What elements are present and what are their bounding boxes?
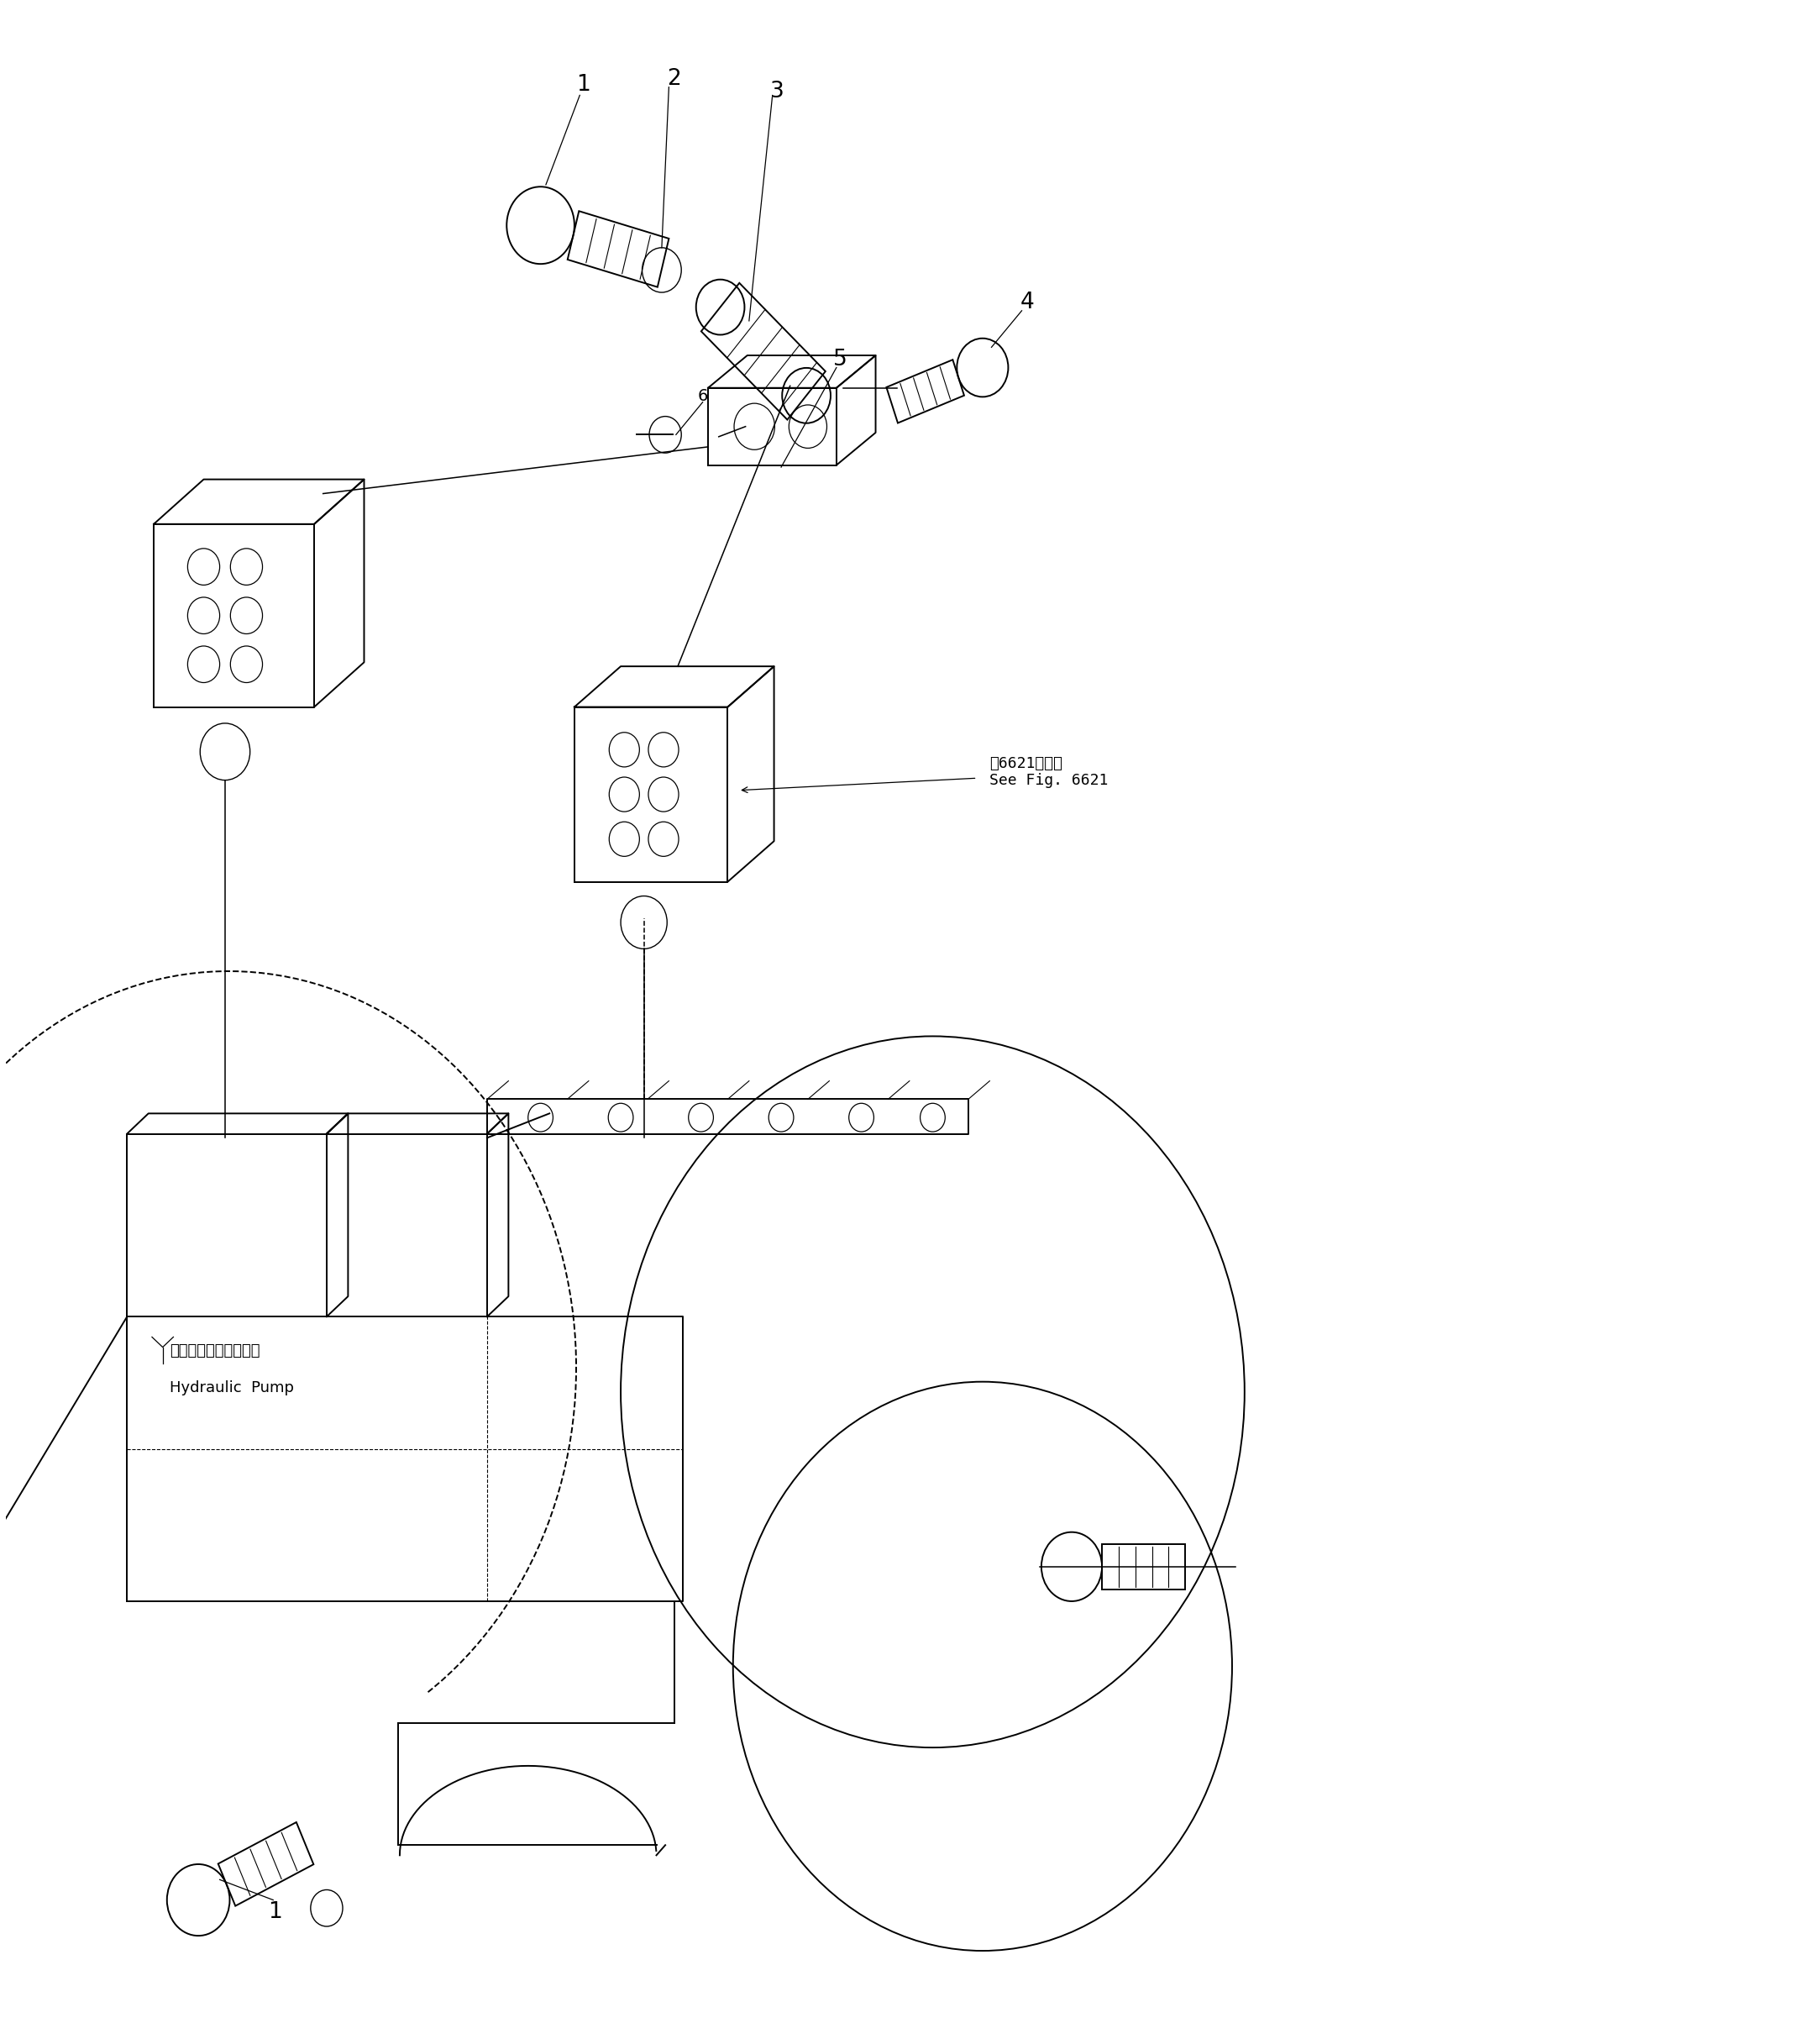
Text: 2: 2 [667, 67, 682, 90]
Text: Hydraulic  Pump: Hydraulic Pump [170, 1380, 294, 1396]
Text: 6: 6 [698, 388, 709, 405]
Text: 5: 5 [832, 350, 847, 370]
Text: ハイドロリックポンプ: ハイドロリックポンプ [170, 1343, 260, 1359]
Text: 第6621図参照
See Fig. 6621: 第6621図参照 See Fig. 6621 [990, 756, 1109, 789]
Text: 1: 1 [267, 1901, 282, 1923]
Text: 3: 3 [771, 80, 784, 102]
Text: 1: 1 [576, 74, 590, 96]
Text: 4: 4 [1021, 292, 1033, 313]
